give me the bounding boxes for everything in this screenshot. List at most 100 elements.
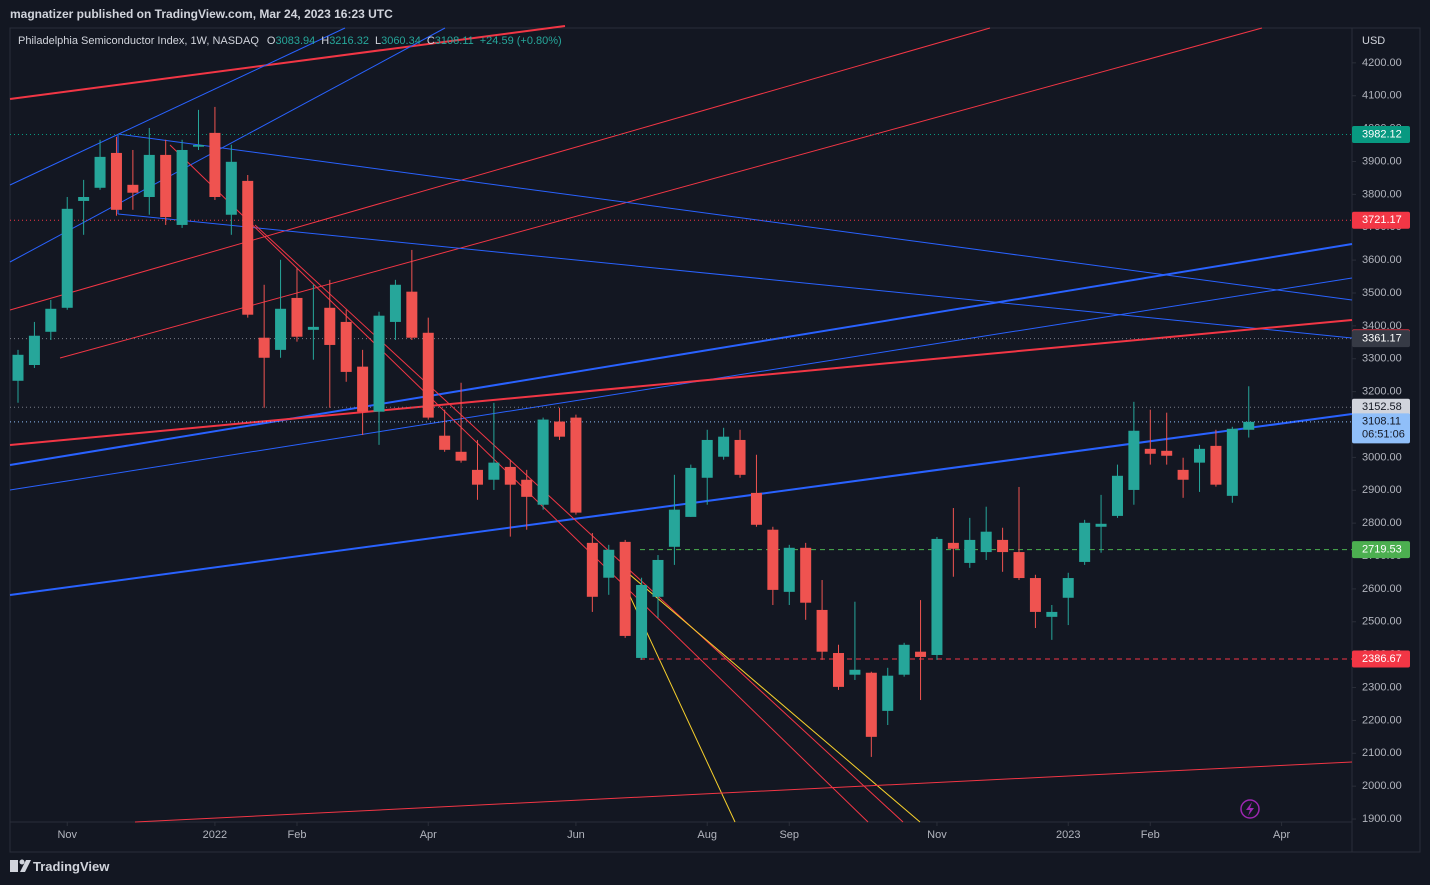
price-badge: 2719.53	[1362, 544, 1402, 556]
x-tick-label: Nov	[927, 829, 947, 841]
publish-info: magnatizer published on TradingView.com,…	[10, 7, 393, 21]
trend-line	[9, 413, 1353, 596]
symbol: Philadelphia Semiconductor Index, 1W, NA…	[18, 35, 259, 47]
brand: TradingView	[33, 859, 110, 874]
candle-body	[1194, 448, 1206, 463]
price-badge: 3982.12	[1362, 128, 1402, 140]
trend-line	[9, 243, 1353, 466]
y-tick-label: 2900.00	[1362, 484, 1402, 496]
trend-line	[117, 133, 1353, 301]
candle-body	[668, 509, 680, 547]
price-badge-bg	[1352, 211, 1410, 229]
candle-body	[504, 466, 516, 485]
candle-body	[1243, 421, 1255, 430]
x-tick-label: Nov	[57, 829, 77, 841]
price-badge: 3361.17	[1362, 333, 1402, 345]
price-lines	[10, 133, 1352, 660]
candle-body	[1128, 430, 1140, 490]
ohlc-label: O	[266, 35, 276, 47]
y-tick-label: 3500.00	[1362, 287, 1402, 299]
candle-body	[833, 653, 844, 687]
trend-line	[9, 277, 1353, 491]
ohlc-value: 3216.32	[329, 35, 369, 47]
y-tick-label: 3900.00	[1362, 155, 1402, 167]
y-tick-label: 3200.00	[1362, 386, 1402, 398]
price-badge: 3152.58	[1362, 401, 1402, 413]
candle-body	[701, 439, 713, 478]
candle-body	[242, 180, 254, 315]
candle-body	[389, 284, 401, 322]
candle-body	[471, 469, 483, 485]
candle-body	[357, 366, 369, 412]
candle-body	[12, 354, 24, 381]
symbol-legend: Philadelphia Semiconductor Index, 1W, NA…	[18, 35, 562, 47]
candle-body	[1177, 469, 1189, 480]
candle-body	[783, 547, 795, 592]
x-tick-label: 2023	[1056, 829, 1080, 841]
candle-body	[307, 326, 319, 330]
candle-body	[45, 308, 57, 332]
candle-body	[324, 307, 336, 345]
trend-line	[169, 144, 869, 823]
y-tick-label: 3300.00	[1362, 353, 1402, 365]
y-tick-label: 4100.00	[1362, 90, 1402, 102]
y-tick-label: 3800.00	[1362, 188, 1402, 200]
candle-body	[258, 337, 270, 358]
price-badge: 3721.17	[1362, 214, 1402, 226]
candle-body	[488, 462, 500, 480]
price-badge-bg	[1352, 541, 1410, 559]
candle-body	[554, 421, 566, 437]
candle-body	[1079, 522, 1091, 562]
candle-body	[816, 609, 828, 652]
axes: 1900.002000.002100.002200.002300.002400.…	[57, 57, 1410, 841]
alert-icon[interactable]	[1240, 799, 1260, 819]
candle-body	[882, 675, 894, 711]
trend-line	[9, 27, 991, 311]
candle-body	[225, 161, 237, 215]
candle-body	[193, 145, 205, 147]
price-badge-bg	[1352, 125, 1410, 143]
candle-body	[652, 559, 664, 597]
trend-lines	[9, 25, 1353, 823]
brand-logo	[10, 860, 18, 872]
candle-body	[537, 419, 549, 505]
ohlc-value: 3083.94	[275, 35, 316, 47]
price-badge: 2386.67	[1362, 653, 1402, 665]
candle-body	[94, 156, 106, 188]
candle-body	[110, 152, 122, 210]
candle-body	[1013, 552, 1025, 579]
y-tick-label: 2100.00	[1362, 747, 1402, 759]
ohlc-label: C	[426, 35, 435, 47]
y-tick-label: 1900.00	[1362, 813, 1402, 825]
y-tick-label: 2600.00	[1362, 583, 1402, 595]
countdown: 06:51:06	[1362, 429, 1405, 441]
candle-body	[849, 669, 861, 675]
ohlc-value: 3060.34	[381, 35, 421, 47]
x-tick-label: Feb	[1141, 829, 1160, 841]
brand-logo	[20, 860, 31, 872]
candle-body	[78, 196, 90, 201]
candle-body	[865, 672, 877, 737]
candle-body	[340, 321, 352, 372]
candle-body	[636, 584, 648, 658]
candle-body	[915, 651, 927, 657]
candle-body	[619, 541, 631, 636]
y-tick-label: 2200.00	[1362, 714, 1402, 726]
candle-body	[521, 479, 533, 497]
candle-body	[997, 539, 1009, 553]
candle-body	[373, 315, 385, 412]
candle-body	[209, 132, 221, 197]
y-tick-label: 3000.00	[1362, 451, 1402, 463]
trend-line	[9, 27, 346, 186]
y-tick-label: 2800.00	[1362, 517, 1402, 529]
trend-line	[9, 27, 446, 263]
trend-line	[134, 761, 1353, 823]
candle-body	[1095, 523, 1107, 527]
candle-body	[61, 208, 73, 308]
y-tick-label: 2500.00	[1362, 616, 1402, 628]
ohlc-value: 3108.11	[434, 35, 474, 47]
x-tick-label: Feb	[287, 829, 306, 841]
x-tick-label: 2022	[203, 829, 227, 841]
